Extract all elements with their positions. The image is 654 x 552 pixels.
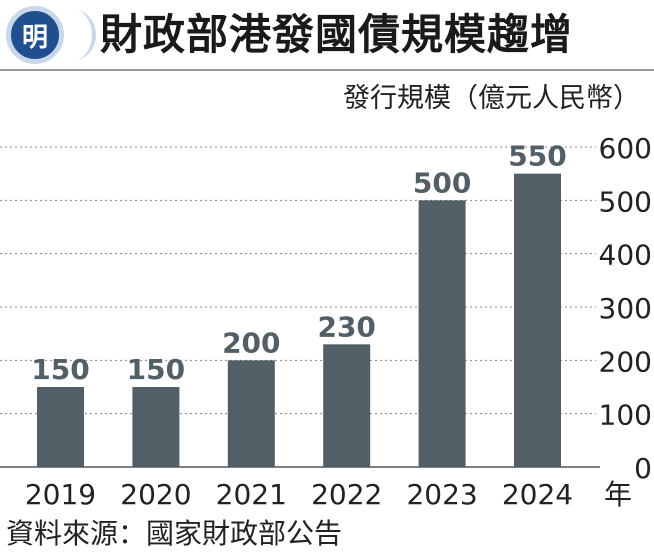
- y-tick-label: 200: [599, 345, 652, 378]
- data-label: 500: [413, 166, 471, 199]
- y-tick-label: 400: [599, 239, 652, 272]
- source-note: 資料來源：國家財政部公告: [6, 517, 343, 550]
- bars: [37, 173, 561, 468]
- chart-title: 財政部港發國債規模趨增: [100, 10, 574, 59]
- data-label: 150: [127, 353, 185, 386]
- y-tick-label: 100: [599, 399, 652, 432]
- gridlines: [0, 146, 600, 468]
- x-tick-label: 2023: [406, 478, 477, 511]
- logo-text: 明: [21, 22, 48, 53]
- y-tick-label: 300: [599, 292, 652, 325]
- header-divider: [0, 69, 654, 71]
- bar: [418, 200, 466, 468]
- x-tick-labels: 2019 2020 2021 2022 2023 2024: [25, 478, 573, 511]
- y-tick-label: 0: [634, 452, 652, 485]
- bar: [37, 387, 84, 467]
- chart-header: 明 財政部港發國債規模趨增: [0, 0, 654, 71]
- x-tick-label: 2022: [311, 478, 382, 511]
- bar: [323, 344, 371, 467]
- x-tick-label: 2024: [502, 478, 573, 511]
- data-labels: 150 150 200 230 500 550: [31, 140, 566, 386]
- data-label: 200: [222, 326, 280, 359]
- data-label: 550: [508, 140, 566, 173]
- data-label: 150: [31, 353, 89, 386]
- y-axis-unit-label: 發行規模（億元人民幣）: [343, 83, 640, 114]
- bar: [132, 387, 180, 467]
- bar: [227, 360, 275, 467]
- x-tick-label: 2021: [216, 478, 287, 511]
- y-tick-label: 500: [599, 185, 652, 218]
- logo-swoosh: [52, 10, 96, 60]
- y-tick-labels: 0 100 200 300 400 500 600: [599, 132, 652, 485]
- bar: [514, 173, 561, 467]
- x-tick-label: 2019: [25, 478, 96, 511]
- data-label: 230: [317, 310, 375, 343]
- y-tick-label: 600: [599, 132, 652, 165]
- x-axis-unit-label: 年: [604, 478, 632, 511]
- x-tick-label: 2020: [120, 478, 191, 511]
